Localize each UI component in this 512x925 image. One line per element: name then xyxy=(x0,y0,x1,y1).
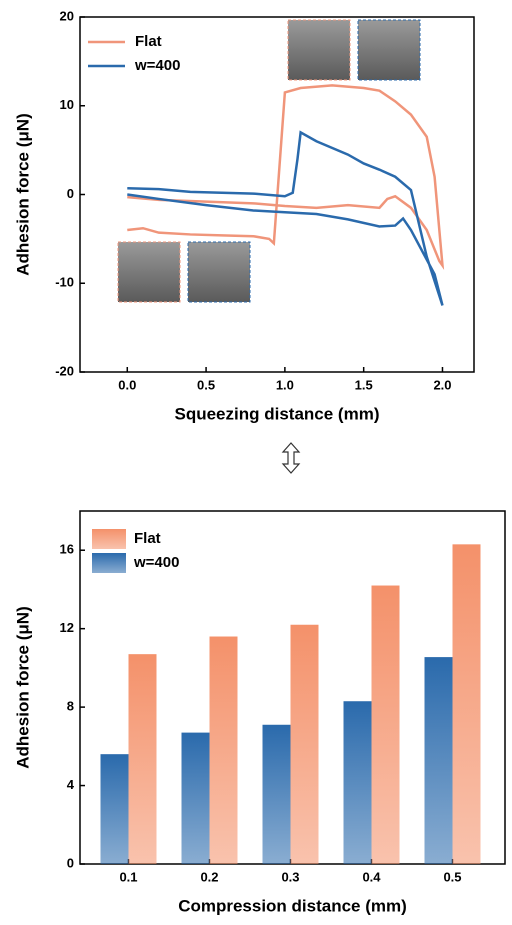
x-tick-label: 0.4 xyxy=(362,869,381,884)
x-tick-label: 0.5 xyxy=(443,869,461,884)
x-axis-title: Squeezing distance (mm) xyxy=(175,404,380,423)
legend-swatch xyxy=(92,529,126,549)
legend-label: Flat xyxy=(135,33,162,50)
bar xyxy=(343,701,372,864)
y-tick-label: 12 xyxy=(60,620,74,635)
bar xyxy=(209,636,238,864)
x-tick-label: 2.0 xyxy=(433,377,451,392)
inset-image xyxy=(287,19,351,81)
bar xyxy=(452,544,481,864)
x-axis-title: Compression distance (mm) xyxy=(178,896,407,915)
x-tick-label: 1.0 xyxy=(276,377,294,392)
y-tick-label: 4 xyxy=(67,777,75,792)
x-tick-label: 0.5 xyxy=(197,377,215,392)
x-tick-label: 0.2 xyxy=(200,869,218,884)
y-tick-label: 16 xyxy=(60,542,74,557)
x-tick-label: 0.3 xyxy=(281,869,299,884)
data-line xyxy=(127,84,445,270)
x-tick-label: 1.5 xyxy=(355,377,373,392)
x-tick-label: 0.0 xyxy=(118,377,136,392)
y-tick-label: 0 xyxy=(67,186,74,201)
y-tick-label: -10 xyxy=(55,275,74,290)
plot-frame xyxy=(79,16,475,373)
bar xyxy=(262,724,291,864)
data-line xyxy=(127,130,444,306)
y-axis-title: Adhesion force (μN) xyxy=(13,113,32,275)
double-arrow xyxy=(281,442,301,474)
bar xyxy=(371,585,400,864)
inset-image xyxy=(187,241,251,303)
y-tick-label: -20 xyxy=(55,363,74,378)
bar xyxy=(424,657,453,864)
y-tick-label: 20 xyxy=(60,8,74,23)
legend-label: w=400 xyxy=(133,554,179,571)
bar xyxy=(290,624,319,864)
legend-swatch xyxy=(92,553,126,573)
y-axis-title: Adhesion force (μN) xyxy=(13,606,32,768)
y-tick-label: 0 xyxy=(67,855,74,870)
bar xyxy=(128,654,157,864)
legend-label: w=400 xyxy=(134,57,180,74)
inset-image xyxy=(117,241,181,303)
inset-images xyxy=(117,19,421,303)
legend-label: Flat xyxy=(134,530,161,547)
bar xyxy=(181,732,210,864)
inset-image xyxy=(357,19,421,81)
y-tick-label: 8 xyxy=(67,699,74,714)
y-tick-label: 10 xyxy=(60,97,74,112)
x-tick-label: 0.1 xyxy=(119,869,137,884)
bar xyxy=(100,754,129,864)
